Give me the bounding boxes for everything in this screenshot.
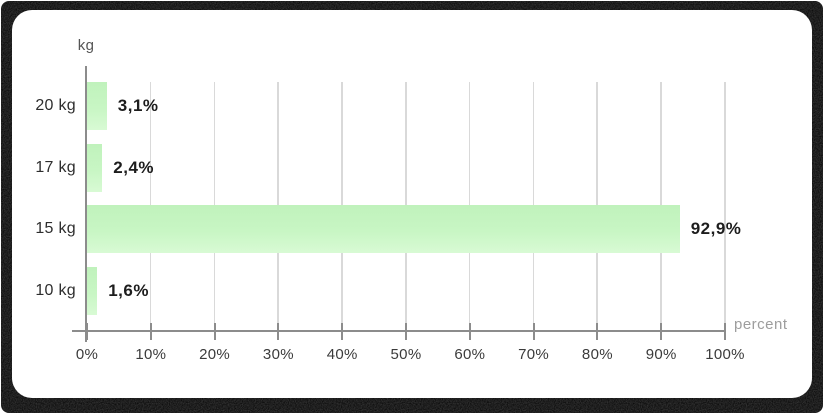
- x-tick: [660, 323, 663, 340]
- value-label: 2,4%: [113, 157, 155, 177]
- x-tick-label: 100%: [705, 346, 745, 363]
- y-axis-title: kg: [77, 37, 95, 54]
- x-tick: [724, 323, 726, 340]
- x-tick: [277, 323, 280, 340]
- x-tick: [532, 323, 535, 340]
- x-tick-label: 50%: [390, 346, 422, 363]
- x-tick: [86, 323, 88, 340]
- bar: [87, 205, 680, 254]
- x-tick: [341, 323, 344, 340]
- bar: [87, 143, 103, 192]
- value-label: 1,6%: [108, 281, 149, 301]
- x-tick-label: 20%: [199, 346, 231, 363]
- x-tick-label: 60%: [454, 346, 486, 363]
- x-tick: [468, 323, 471, 340]
- y-axis-line: [85, 66, 87, 342]
- category-label: 17 kg: [35, 158, 76, 176]
- value-label: 3,1%: [117, 96, 159, 115]
- x-tick-label: 30%: [262, 346, 294, 363]
- x-tick: [213, 323, 216, 340]
- x-tick: [596, 323, 599, 340]
- x-tick-label: 40%: [326, 346, 358, 363]
- x-tick-label: 90%: [645, 346, 677, 363]
- x-tick-label: 70%: [518, 346, 550, 363]
- x-axis-title: percent: [734, 316, 788, 333]
- x-tick-label: 80%: [581, 346, 613, 363]
- category-label: 15 kg: [35, 220, 76, 238]
- value-label: 92,9%: [690, 219, 742, 239]
- category-label: 10 kg: [35, 282, 76, 300]
- chart-card: kg 20 kg 3,1% 17 kg 2,4% 15 kg 92,9% 10 kg 1,6%…: [12, 10, 812, 398]
- x-tick-label: 0%: [75, 346, 99, 363]
- category-label: 20 kg: [35, 97, 76, 114]
- x-tick-label: 10%: [135, 346, 167, 363]
- bar: [87, 82, 107, 130]
- x-axis-line: [72, 330, 724, 332]
- x-tick: [405, 323, 407, 340]
- x-tick: [149, 323, 152, 340]
- grid-line: [724, 82, 726, 331]
- bar: [87, 267, 98, 316]
